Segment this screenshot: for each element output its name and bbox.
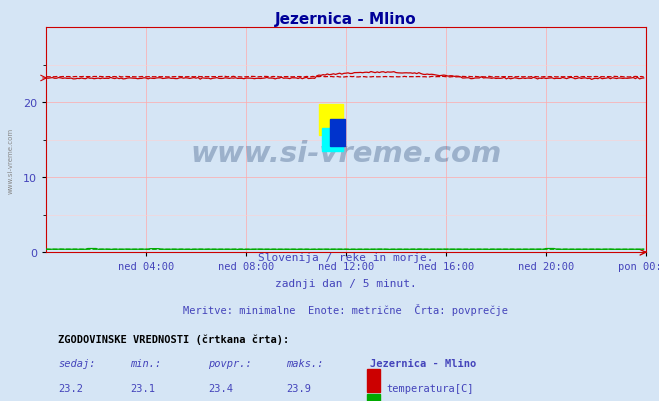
Text: www.si-vreme.com: www.si-vreme.com xyxy=(8,128,14,193)
Text: Jezernica - Mlino: Jezernica - Mlino xyxy=(370,358,476,368)
Text: Meritve: minimalne  Enote: metrične  Črta: povprečje: Meritve: minimalne Enote: metrične Črta:… xyxy=(183,303,509,315)
Text: povpr.:: povpr.: xyxy=(208,358,252,368)
Text: temperatura[C]: temperatura[C] xyxy=(386,383,474,393)
Text: www.si-vreme.com: www.si-vreme.com xyxy=(190,140,501,168)
Text: 23.4: 23.4 xyxy=(208,383,233,393)
Text: ZGODOVINSKE VREDNOSTI (črtkana črta):: ZGODOVINSKE VREDNOSTI (črtkana črta): xyxy=(58,334,289,344)
Bar xyxy=(367,369,380,391)
Text: 23.2: 23.2 xyxy=(58,383,83,393)
Text: Slovenija / reke in morje.: Slovenija / reke in morje. xyxy=(258,253,434,263)
Text: min.:: min.: xyxy=(130,358,161,368)
Text: zadnji dan / 5 minut.: zadnji dan / 5 minut. xyxy=(275,278,417,288)
Bar xyxy=(330,120,345,147)
Bar xyxy=(367,394,380,401)
Bar xyxy=(319,104,343,136)
Text: maks.:: maks.: xyxy=(286,358,324,368)
Bar xyxy=(322,129,343,152)
Text: 23.9: 23.9 xyxy=(286,383,311,393)
Title: Jezernica - Mlino: Jezernica - Mlino xyxy=(275,12,416,27)
Text: 23.1: 23.1 xyxy=(130,383,155,393)
Text: sedaj:: sedaj: xyxy=(58,358,96,368)
